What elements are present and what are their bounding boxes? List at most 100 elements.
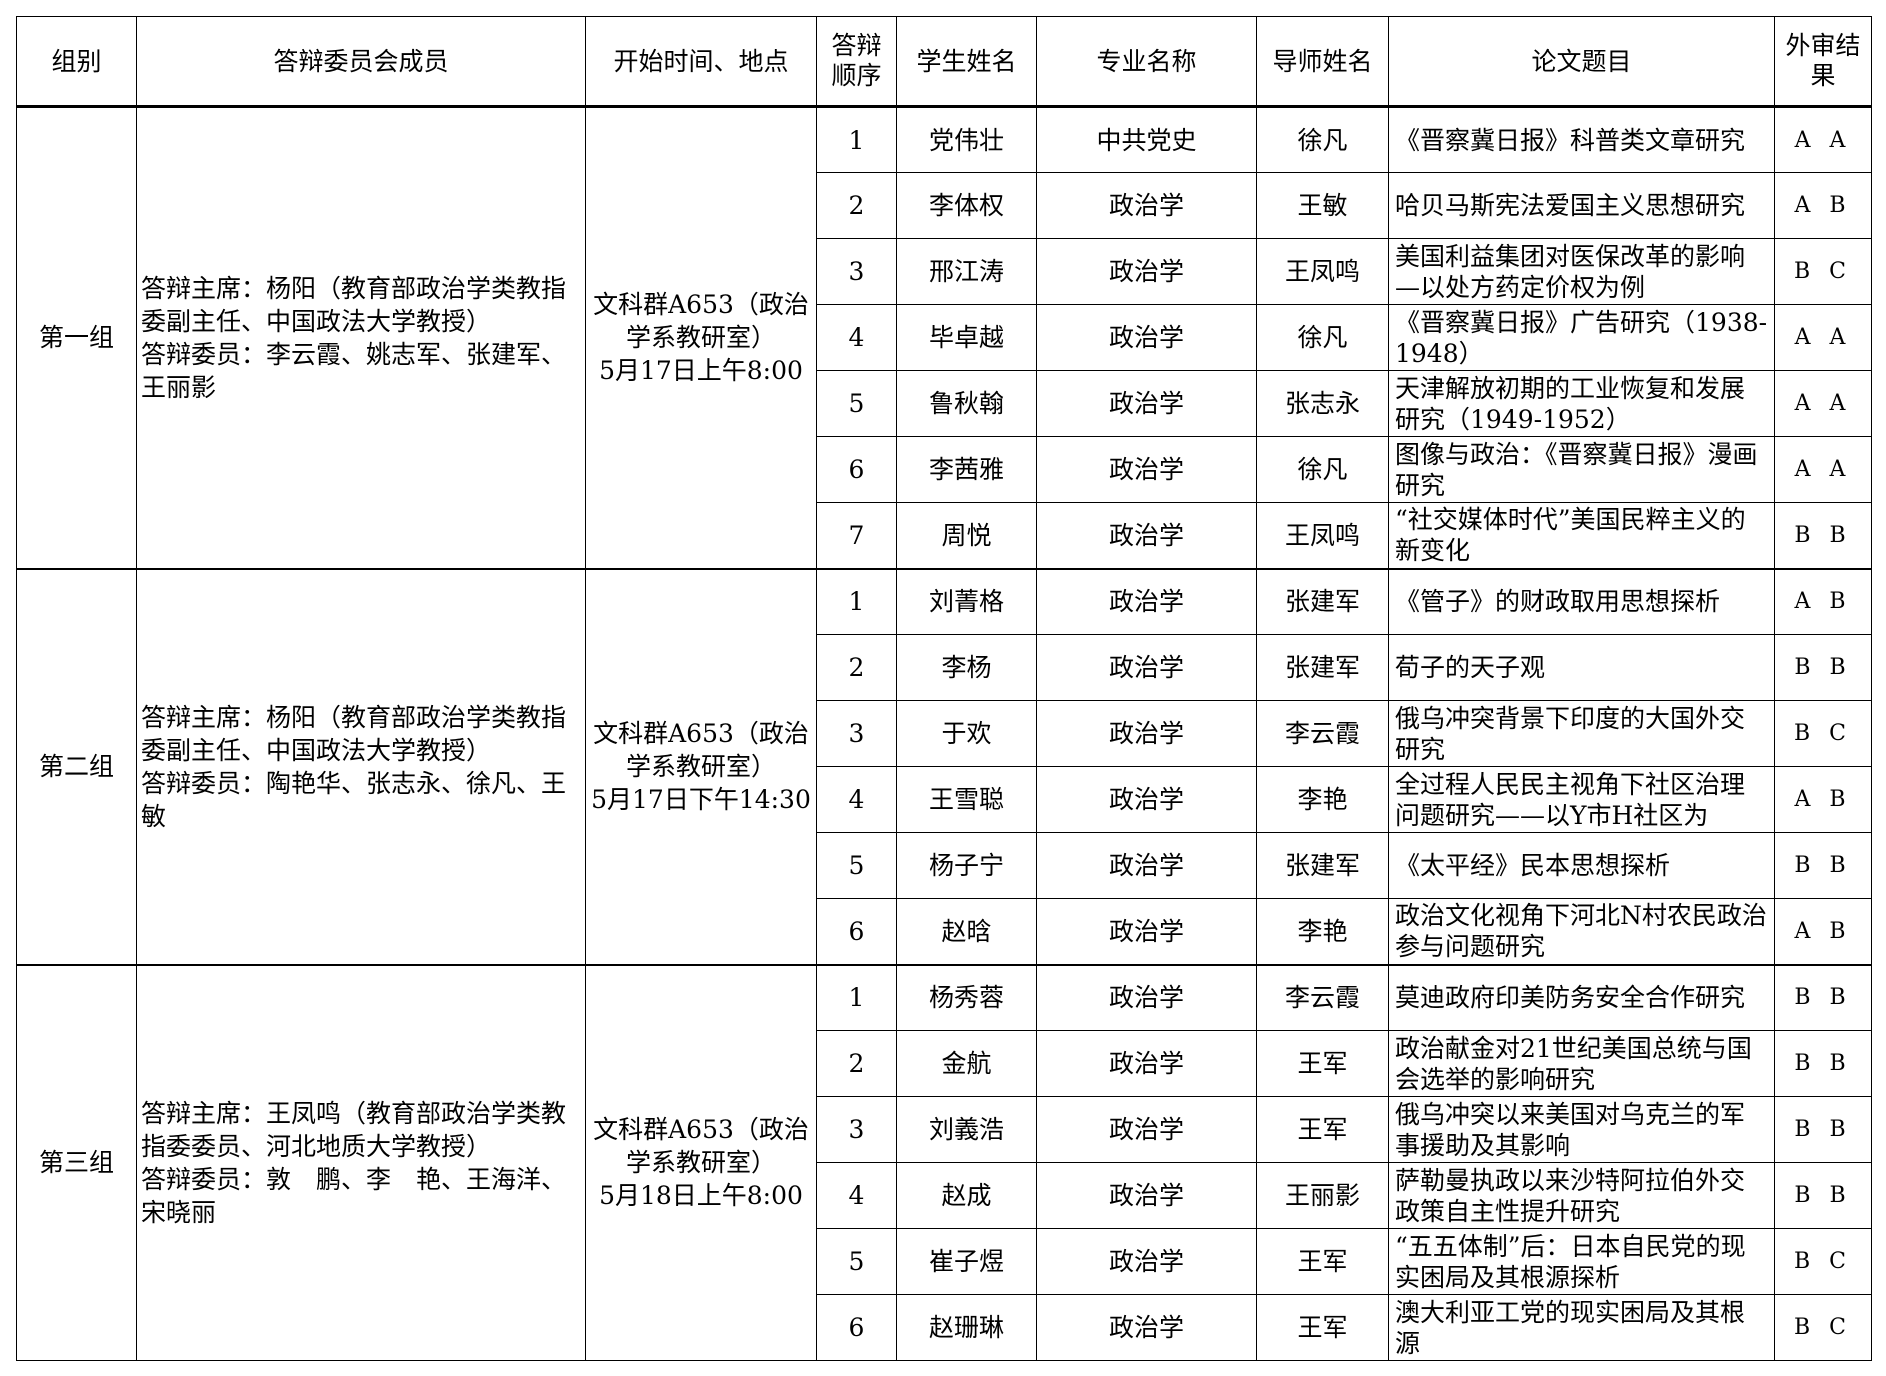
review-result: B B — [1774, 1096, 1872, 1163]
thesis-title: 天津解放初期的工业恢复和发展研究（1949-1952） — [1388, 370, 1775, 437]
table-row: 6 赵晗 政治学 李艳 政治文化视角下河北N村农民政治参与问题研究 A B — [17, 898, 1872, 965]
committee-members-list: 答辩委员：李云霞、姚志军、张建军、王丽影 — [141, 339, 567, 402]
student-name: 党伟壮 — [896, 106, 1037, 173]
advisor-name: 王军 — [1256, 1096, 1389, 1163]
major-name: 政治学 — [1036, 963, 1257, 1031]
review-result: B C — [1774, 238, 1872, 305]
major-name: 政治学 — [1036, 502, 1257, 569]
defense-order: 1 — [816, 567, 897, 635]
advisor-name: 王军 — [1256, 1030, 1389, 1097]
location: 文科群A653（政治学系教研室） — [593, 290, 809, 353]
header-major: 专业名称 — [1036, 16, 1257, 108]
student-name: 李杨 — [896, 634, 1037, 701]
location: 文科群A653（政治学系教研室） — [593, 1115, 809, 1178]
advisor-name: 李艳 — [1256, 898, 1389, 965]
advisor-name: 李艳 — [1256, 766, 1389, 833]
thesis-title: 《太平经》民本思想探析 — [1388, 832, 1775, 899]
major-name: 政治学 — [1036, 898, 1257, 965]
advisor-name: 王丽影 — [1256, 1162, 1389, 1229]
student-name: 周悦 — [896, 502, 1037, 569]
committee-members-list: 答辩委员：陶艳华、张志永、徐凡、王 敏 — [141, 768, 585, 831]
defense-order: 5 — [816, 370, 897, 437]
review-result: A B — [1774, 172, 1872, 239]
header-thesis-title: 论文题目 — [1388, 16, 1775, 108]
student-name: 毕卓越 — [896, 304, 1037, 371]
review-result: A A — [1774, 370, 1872, 437]
advisor-name: 徐凡 — [1256, 304, 1389, 371]
student-name: 金航 — [896, 1030, 1037, 1097]
review-result: B B — [1774, 832, 1872, 899]
defense-order: 6 — [816, 1294, 897, 1361]
review-result: A B — [1774, 766, 1872, 833]
table-row: 5 鲁秋翰 政治学 张志永 天津解放初期的工业恢复和发展研究（1949-1952） A A — [17, 370, 1872, 437]
major-name: 政治学 — [1036, 304, 1257, 371]
defense-order: 3 — [816, 1096, 897, 1163]
major-name: 政治学 — [1036, 1294, 1257, 1361]
thesis-title: 《晋察冀日报》广告研究（1938-1948） — [1388, 304, 1775, 371]
thesis-title: 全过程人民民主视角下社区治理问题研究——以Y市H社区为 — [1388, 766, 1775, 833]
review-result: B B — [1774, 1030, 1872, 1097]
table-row: 6 李茜雅 政治学 徐凡 图像与政治：《晋察冀日报》漫画研究 A A — [17, 436, 1872, 503]
start-time: 5月17日下午14:30 — [591, 785, 811, 814]
review-result: A A — [1774, 304, 1872, 371]
advisor-name: 王军 — [1256, 1228, 1389, 1295]
student-name: 杨子宁 — [896, 832, 1037, 899]
location: 文科群A653（政治学系教研室） — [593, 719, 809, 781]
thesis-title: 《晋察冀日报》科普类文章研究 — [1388, 106, 1775, 173]
major-name: 中共党史 — [1036, 106, 1257, 173]
advisor-name: 徐凡 — [1256, 106, 1389, 173]
major-name: 政治学 — [1036, 172, 1257, 239]
advisor-name: 张建军 — [1256, 832, 1389, 899]
table-row: 7 周悦 政治学 王凤鸣 “社交媒体时代”美国民粹主义的新变化 B B — [17, 502, 1872, 569]
thesis-title: “五五体制”后：日本自民党的现实困局及其根源探析 — [1388, 1228, 1775, 1295]
student-name: 崔子煜 — [896, 1228, 1037, 1295]
thesis-title: 莫迪政府印美防务安全合作研究 — [1388, 963, 1775, 1031]
committee-chair: 答辩主席：王凤鸣（教育部政治学类教指委委员、河北地质大学教授） — [141, 1098, 567, 1161]
table-row: 6 赵珊琳 政治学 王军 澳大利亚工党的现实困局及其根源 B C — [17, 1294, 1872, 1361]
group-name: 第三组 — [16, 963, 137, 1361]
thesis-title: 荀子的天子观 — [1388, 634, 1775, 701]
student-name: 于欢 — [896, 700, 1037, 767]
table-row: 第二组 答辩主席：杨阳（教育部政治学类教指委副主任、中国政法大学教授） 答辩委员：陶… — [16, 567, 1872, 965]
thesis-title: 政治文化视角下河北N村农民政治参与问题研究 — [1388, 898, 1775, 965]
header-time-location: 开始时间、地点 — [585, 16, 817, 108]
table-row: 第一组 答辩主席：杨阳（教育部政治学类教指委副主任、中国政法大学教授） 答辩委员：李… — [16, 106, 1872, 569]
start-time: 5月18日上午8:00 — [599, 1181, 803, 1211]
advisor-name: 王凤鸣 — [1256, 502, 1389, 569]
table-row: 3 于欢 政治学 李云霞 俄乌冲突背景下印度的大国外交研究 B C — [17, 700, 1872, 767]
student-name: 赵珊琳 — [896, 1294, 1037, 1361]
defense-order: 6 — [816, 436, 897, 503]
defense-order: 5 — [816, 832, 897, 899]
defense-order: 2 — [816, 172, 897, 239]
major-name: 政治学 — [1036, 766, 1257, 833]
review-result: B B — [1774, 634, 1872, 701]
defense-order: 1 — [816, 106, 897, 173]
thesis-title: 俄乌冲突以来美国对乌克兰的军事援助及其影响 — [1388, 1096, 1775, 1163]
header-advisor: 导师姓名 — [1256, 16, 1389, 108]
review-result: B C — [1774, 1294, 1872, 1361]
student-name: 李茜雅 — [896, 436, 1037, 503]
major-name: 政治学 — [1036, 1030, 1257, 1097]
header-committee: 答辩委员会成员 — [136, 16, 586, 108]
review-result: B B — [1774, 502, 1872, 569]
student-name: 赵成 — [896, 1162, 1037, 1229]
committee-members-list: 答辩委员：敦 鹏、李 艳、王海洋、宋晓丽 — [141, 1164, 567, 1227]
thesis-title: 美国利益集团对医保改革的影响—以处方药定价权为例 — [1388, 238, 1775, 305]
advisor-name: 王敏 — [1256, 172, 1389, 239]
committee-members: 答辩主席：杨阳（教育部政治学类教指委副主任、中国政法大学教授） 答辩委员：李云霞、… — [136, 106, 586, 569]
student-name: 赵晗 — [896, 898, 1037, 965]
review-result: A B — [1774, 898, 1872, 965]
review-result: A A — [1774, 436, 1872, 503]
student-name: 邢江涛 — [896, 238, 1037, 305]
table-row: 3 刘義浩 政治学 王军 俄乌冲突以来美国对乌克兰的军事援助及其影响 B B — [17, 1096, 1872, 1163]
thesis-title: 图像与政治：《晋察冀日报》漫画研究 — [1388, 436, 1775, 503]
major-name: 政治学 — [1036, 634, 1257, 701]
committee-chair: 答辩主席：杨阳（教育部政治学类教指委副主任、中国政法大学教授） — [141, 702, 567, 765]
review-result: B C — [1774, 700, 1872, 767]
student-name: 鲁秋翰 — [896, 370, 1037, 437]
student-name: 李体权 — [896, 172, 1037, 239]
committee-members: 答辩主席：王凤鸣（教育部政治学类教指委委员、河北地质大学教授） 答辩委员：敦 鹏、… — [136, 963, 586, 1361]
major-name: 政治学 — [1036, 832, 1257, 899]
advisor-name: 王军 — [1256, 1294, 1389, 1361]
thesis-title: 俄乌冲突背景下印度的大国外交研究 — [1388, 700, 1775, 767]
